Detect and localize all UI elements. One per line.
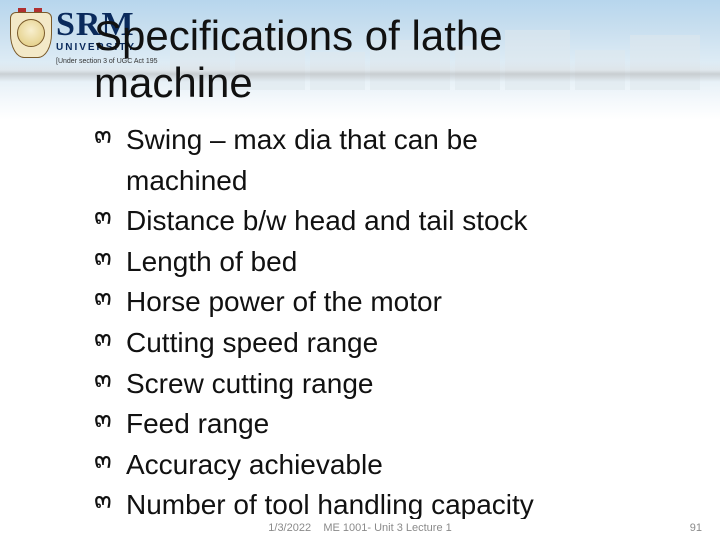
bullet-text: machined bbox=[126, 165, 247, 196]
bullet-text: Feed range bbox=[126, 408, 269, 439]
bullet-icon: ๓ bbox=[94, 487, 112, 513]
list-item: ๓ Feed range bbox=[94, 404, 694, 445]
list-item: ๓ Screw cutting range bbox=[94, 364, 694, 405]
bullet-text: Number of tool handling capacity bbox=[126, 489, 534, 519]
footer-course: ME 1001- Unit 3 Lecture 1 bbox=[323, 522, 451, 534]
list-item: ๓ Horse power of the motor bbox=[94, 282, 694, 323]
bullet-text: Swing – max dia that can be bbox=[126, 124, 478, 155]
slide-title: Specifications of lathe machine bbox=[94, 12, 654, 106]
bullet-text: Horse power of the motor bbox=[126, 286, 442, 317]
bullet-icon: ๓ bbox=[94, 284, 112, 310]
bullet-icon: ๓ bbox=[94, 447, 112, 473]
bullet-text: Length of bed bbox=[126, 246, 297, 277]
bullet-text: Cutting speed range bbox=[126, 327, 378, 358]
bullet-text: Screw cutting range bbox=[126, 368, 373, 399]
bullet-icon: ๓ bbox=[94, 366, 112, 392]
bullet-icon: ๓ bbox=[94, 406, 112, 432]
footer-date: 1/3/2022 bbox=[268, 522, 311, 534]
bullet-icon: ๓ bbox=[94, 203, 112, 229]
list-item: ๓ Accuracy achievable bbox=[94, 445, 694, 486]
list-item: ๓ Distance b/w head and tail stock bbox=[94, 201, 694, 242]
list-item: ๓ Number of tool handling capacity bbox=[94, 485, 694, 519]
footer-page: 91 bbox=[690, 522, 702, 534]
list-item: ๓ Cutting speed range bbox=[94, 323, 694, 364]
bullet-text: Accuracy achievable bbox=[126, 449, 383, 480]
bullet-list: ๓ Swing – max dia that can be machined ๓… bbox=[94, 120, 694, 519]
footer-center: 1/3/2022 ME 1001- Unit 3 Lecture 1 bbox=[268, 522, 451, 534]
list-item-continuation: machined bbox=[94, 161, 694, 202]
bullet-icon: ๓ bbox=[94, 244, 112, 270]
crest-icon bbox=[10, 12, 50, 60]
bullet-icon: ๓ bbox=[94, 122, 112, 148]
slide: SRM UNIVERSITY [Under section 3 of UGC A… bbox=[0, 0, 720, 540]
list-item: ๓ Length of bed bbox=[94, 242, 694, 283]
list-item: ๓ Swing – max dia that can be bbox=[94, 120, 694, 161]
bullet-text: Distance b/w head and tail stock bbox=[126, 205, 528, 236]
bullet-icon: ๓ bbox=[94, 325, 112, 351]
